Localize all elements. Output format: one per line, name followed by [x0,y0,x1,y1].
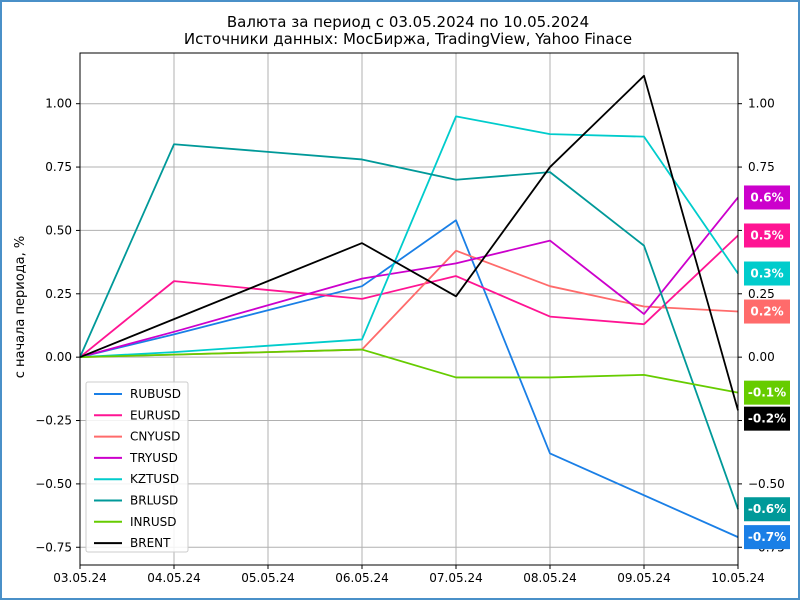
badge-label-rubusd: -0.7% [748,530,786,544]
legend: RUBUSD EURUSD CNYUSD TRYUSD KZTUSD BRLUSD INRU… [85,381,189,553]
series-line-cnyusd [79,249,739,359]
y-tick-label-left: 0.00 [45,350,72,364]
legend-label-cnyusd: CNYUSD [130,430,180,444]
badge-brlusd [744,497,790,522]
y-tick-label-left: −0.25 [35,414,72,428]
y-tick-label-right: 0.00 [748,350,775,364]
ticks: 03.05.24 04.05.24 05.05.24 06.05.24 07.05.24… [35,97,785,585]
badge-label-cnyusd: 0.2% [750,305,783,319]
chart-subtitle: Источники данных: МосБиржа, TradingView,… [184,30,632,48]
y-tick-label-left: −0.75 [35,540,72,554]
series-line-brlusd [79,143,739,510]
legend-label-kztusd: KZTUSD [130,472,179,486]
y-tick-label-right: 0.75 [748,160,775,174]
series-line-brent [79,74,739,411]
x-tick-label: 09.05.24 [617,571,670,585]
badge-tryusd [744,185,790,210]
series-line-kztusd [79,115,739,359]
badge-eurusd [744,223,790,248]
badge-inrusd [744,380,790,405]
series-line-inrusd [79,348,739,394]
legend-label-eurusd: EURUSD [130,408,180,422]
badge-label-eurusd: 0.5% [750,228,783,242]
x-tick-label: 08.05.24 [523,571,576,585]
series-line-eurusd [79,234,739,358]
badge-rubusd [744,525,790,550]
x-tick-label: 07.05.24 [429,571,482,585]
y-tick-label-right: 1.00 [748,97,775,111]
x-tick-label: 03.05.24 [53,571,106,585]
end-value-badges: 0.6% 0.5% 0.3% 0.2% -0.1% -0.2% -0.6% -0.7% [744,185,790,550]
y-tick-label-left: −0.50 [35,477,72,491]
badge-cnyusd [744,299,790,324]
legend-label-brlusd: BRLUSD [130,494,178,508]
legend-label-brent: BRENT [130,536,171,550]
series-layer [79,74,739,538]
y-tick-label-left: 0.75 [45,160,72,174]
legend-label-rubusd: RUBUSD [130,387,181,401]
x-tick-label: 05.05.24 [241,571,294,585]
legend-label-tryusd: TRYUSD [129,451,178,465]
x-tick-label: 04.05.24 [147,571,200,585]
badge-kztusd [744,261,790,286]
badge-label-kztusd: 0.3% [750,267,783,281]
y-tick-label-left: 0.50 [45,223,72,237]
chart-title: Валюта за период с 03.05.2024 по 10.05.2… [227,13,589,31]
legend-label-inrusd: INRUSD [130,515,177,529]
badge-label-tryusd: 0.6% [750,190,783,204]
y-axis-label: с начала периода, % [13,236,28,379]
legend-box [85,381,189,553]
series-line-tryusd [79,196,739,359]
y-tick-label-right: −0.50 [748,477,785,491]
badge-label-inrusd: -0.1% [748,386,786,400]
x-tick-label: 06.05.24 [335,571,388,585]
badge-label-brlusd: -0.6% [748,502,786,516]
y-tick-label-right: 0.25 [748,287,775,301]
x-tick-label: 10.05.24 [711,571,764,585]
plot-area [79,52,739,566]
badge-label-brent: -0.2% [748,412,786,426]
badge-brent [744,406,790,431]
y-tick-label-left: 0.25 [45,287,72,301]
series-line-rubusd [79,219,739,538]
y-tick-label-left: 1.00 [45,97,72,111]
